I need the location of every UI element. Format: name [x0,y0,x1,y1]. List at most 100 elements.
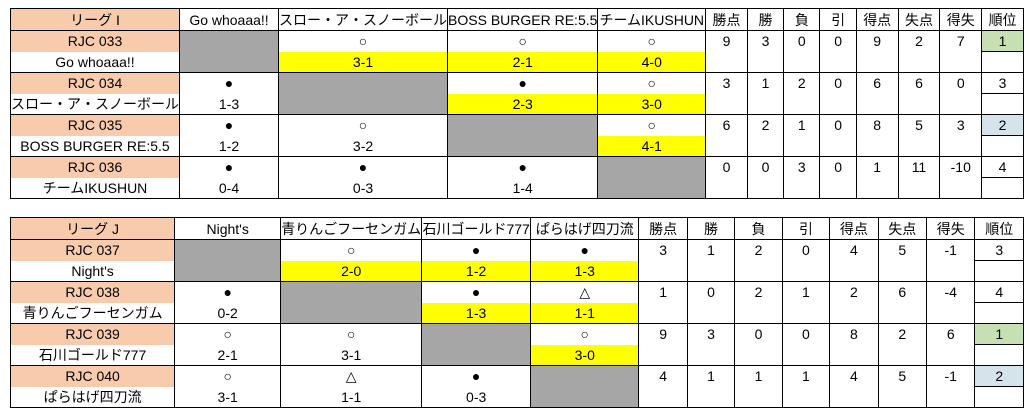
rank: 3 [981,72,1024,94]
stat-value: 5 [877,239,928,282]
stat-value: 3 [939,114,983,157]
stat-value: 11 [897,156,941,199]
column-header: 得点 [855,8,899,31]
stat-value: 2 [897,30,941,73]
stat-value: 9 [638,323,688,366]
stat-value: 0 [781,323,831,366]
stat-value: 0 [819,72,857,115]
rank: 2 [981,114,1024,136]
team-row-lower: スロー・ア・スノーボール 1-3 2-3 3-0 [10,93,1024,115]
result-mark: △ [280,365,423,387]
diagonal-cell [174,239,282,282]
header-row: リーグ I Go whoaaa!! スロー・ア・スノーボール BOSS BURGER … [10,8,1024,31]
stat-value: 8 [855,114,899,157]
stat-value: 1 [686,239,736,282]
stat-value: 1 [746,72,785,115]
header-row: リーグ J Night's 青りんごフーセンガム 石川ゴールド777 ぱらはげ四刀流 勝点… [9,217,1024,240]
stat-value: 3 [686,323,736,366]
result-score: 0-3 [421,386,532,408]
team-code: RJC 035 [10,114,180,136]
column-header: 得失 [939,8,983,31]
column-header: 負 [783,8,821,31]
rank-lower [974,386,1024,408]
result-mark: ○ [530,323,640,345]
team-code: RJC 034 [10,72,180,94]
column-header: Night's [174,217,282,240]
stat-value: 9 [705,30,748,73]
stat-value: 0 [939,72,983,115]
stat-value: 2 [734,239,783,282]
diagonal-cell [178,30,280,73]
stat-value: 9 [855,30,899,73]
result-mark: △ [530,281,640,303]
result-mark: ● [278,156,449,178]
stat-value: 2 [734,281,783,324]
team-code: RJC 033 [10,30,180,52]
team-row: RJC 040 ○ △ ● 4 1 1 1 4 5 -1 2 [9,365,1024,408]
column-header: 勝点 [638,217,688,240]
diagonal-cell [280,281,423,324]
league-title: リーグ I [10,8,180,31]
team-row-lower: Night's 2-0 1-2 1-3 [9,260,1024,282]
diagonal-cell [597,156,707,199]
rank: 1 [981,30,1024,52]
column-header: 順位 [981,8,1024,31]
result-mark: ○ [280,239,423,261]
column-header: 得点 [829,217,879,240]
stat-value: 3 [746,30,785,73]
result-mark: ○ [597,114,707,136]
column-header: 得失 [926,217,976,240]
stat-value: 1 [855,156,899,199]
result-score: 0-2 [174,302,282,324]
result-score: 2-0 [280,260,423,282]
stat-value: -1 [926,239,976,282]
league-table: リーグ J Night's 青りんごフーセンガム 石川ゴールド777 ぱらはげ四刀流 勝点… [9,217,1024,408]
stat-value: 0 [746,156,785,199]
team-row-lower: ぱらはげ四刀流 3-1 1-1 0-3 [9,386,1024,408]
column-header: 引 [819,8,857,31]
result-score: 1-3 [530,260,640,282]
diagonal-cell [421,323,532,366]
team-code: RJC 039 [9,323,176,345]
result-mark: ● [178,72,280,94]
stat-value: 2 [783,72,821,115]
team-row-lower: 青りんごフーセンガム 0-2 1-3 1-1 [9,302,1024,324]
team-row: RJC 037 ○ ● ● 3 1 2 0 4 5 -1 3 [9,239,1024,282]
stat-value: 6 [855,72,899,115]
rank: 2 [974,365,1024,387]
team-row: RJC 035 ● ○ ○ 6 2 1 0 8 5 3 2 [10,114,1024,157]
column-header: Go whoaaa!! [178,8,280,31]
stat-value: 4 [829,239,879,282]
result-score: 1-4 [447,177,599,199]
team-name: スロー・ア・スノーボール [10,93,180,115]
team-name: 青りんごフーセンガム [9,302,176,324]
rank-lower [981,177,1024,199]
stat-value: 0 [734,323,783,366]
stat-value: 3 [705,72,748,115]
team-row: RJC 038 ● ● △ 1 0 2 1 2 6 -4 4 [9,281,1024,324]
league-title: リーグ J [9,217,176,240]
stat-value: -1 [926,365,976,408]
team-code: RJC 037 [9,239,176,261]
stat-value: 6 [705,114,748,157]
result-score: 4-0 [597,51,707,73]
result-score: 3-1 [278,51,449,73]
team-name: Night's [9,260,176,282]
team-row-lower: BOSS BURGER RE:5.5 1-2 3-2 4-1 [10,135,1024,157]
result-score: 1-2 [421,260,532,282]
team-row: RJC 039 ○ ○ ○ 9 3 0 0 8 2 6 1 [9,323,1024,366]
stat-value: 8 [829,323,879,366]
result-score: 0-4 [178,177,280,199]
stat-value: 2 [829,281,879,324]
result-mark: ○ [278,114,449,136]
result-mark: ● [530,239,640,261]
team-row: RJC 036 ● ● ● 0 0 3 0 1 11 -10 4 [10,156,1024,199]
result-score: 3-1 [280,344,423,366]
rank: 3 [974,239,1024,261]
column-header: スロー・ア・スノーボール [278,8,449,31]
column-header: BOSS BURGER RE:5.5 [447,8,599,31]
result-score: 1-1 [530,302,640,324]
rank-lower [974,260,1024,282]
diagonal-cell [278,72,449,115]
